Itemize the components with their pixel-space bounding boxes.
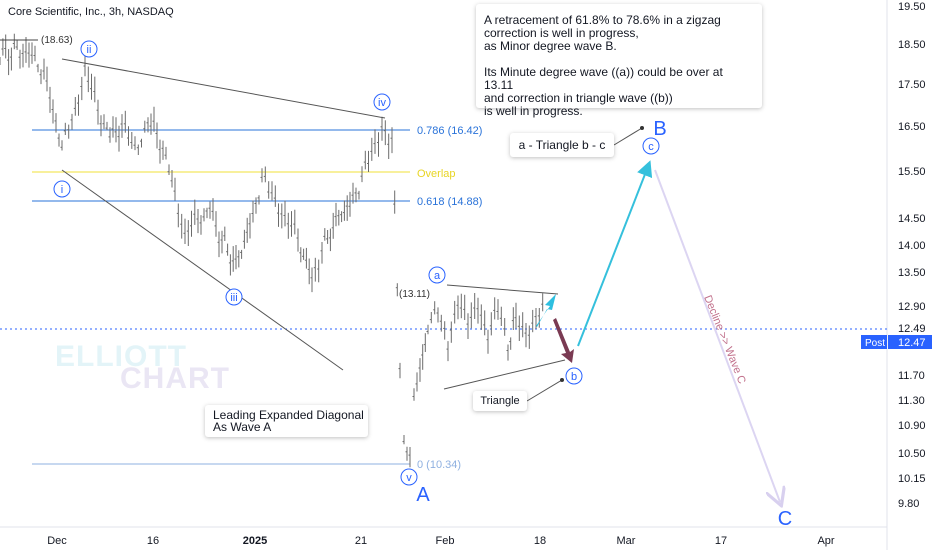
fib-786-label: 0.786 (16.42) <box>417 125 482 137</box>
projection-up-arrow <box>577 160 653 347</box>
analysis-note-p2: Its Minute degree wave ((a)) could be ov… <box>484 65 723 118</box>
time-tick-label: Feb <box>436 535 455 547</box>
triangle-callout[interactable]: a - Triangle b - c <box>510 133 614 157</box>
fib-0-label: 0 (10.34) <box>417 459 461 471</box>
diagonal-label-box[interactable]: Leading Expanded Diagonal As Wave A <box>205 405 368 437</box>
price-tick-label: 13.50 <box>898 267 926 279</box>
price-tick-label: 11.30 <box>898 395 925 407</box>
high-price-label: (18.63) <box>41 35 73 46</box>
projection-down-arrow <box>654 169 780 502</box>
diagonal-upper-line <box>61 58 386 119</box>
price-tick-label: 14.00 <box>898 240 926 252</box>
last-price-label: 12.49 <box>898 323 926 335</box>
fib-levels <box>32 129 410 465</box>
triangle-down-arrow <box>553 318 574 363</box>
wave-label: B <box>653 118 666 140</box>
analysis-note-p1: A retracement of 61.8% to 78.6% in a zig… <box>484 13 721 53</box>
wave-label: a <box>434 270 441 282</box>
price-tick-label: 14.50 <box>898 213 926 225</box>
candles <box>0 33 544 468</box>
wave-a-price-label: (13.11) <box>399 289 430 300</box>
price-tick-label: 9.80 <box>898 498 919 510</box>
price-tick-label: 10.50 <box>898 448 926 460</box>
wave-label-circle <box>565 367 583 385</box>
time-axis: Dec 16 2025 21 Feb 18 Mar 17 Apr <box>47 535 835 547</box>
triangle-upper-line <box>446 284 559 295</box>
time-tick-label: 16 <box>147 535 159 547</box>
analysis-note[interactable]: A retracement of 61.8% to 78.6% in a zig… <box>476 4 762 118</box>
callout-pointer-upper <box>613 126 644 146</box>
price-tick-label: 18.50 <box>898 39 926 51</box>
price-tick-label: 11.70 <box>898 370 925 382</box>
overlap-label: Overlap <box>417 168 456 180</box>
wave-label-circle <box>53 180 71 198</box>
triangle-label-box[interactable]: Triangle <box>473 391 527 411</box>
wave-label: c <box>648 141 654 153</box>
time-tick-label: Mar <box>617 535 636 547</box>
fib-618-label: 0.618 (14.88) <box>417 196 482 208</box>
time-tick-label: 18 <box>534 535 546 547</box>
wave-label-circle <box>400 468 418 486</box>
price-tick-label: 10.90 <box>898 420 926 432</box>
wave-label-circle <box>225 288 243 306</box>
post-badge <box>861 335 887 349</box>
wave-label-circle <box>80 40 98 58</box>
wave-label-circle <box>428 266 446 284</box>
time-tick-label: Dec <box>47 535 67 547</box>
watermark-line1: ELLIOTT <box>55 340 187 373</box>
post-badge-label: Post <box>865 338 885 349</box>
time-tick-label: 17 <box>715 535 727 547</box>
triangle-lower-line <box>443 359 566 390</box>
wave-label-circle <box>373 93 391 111</box>
wave-label: ii <box>87 44 92 56</box>
wave-label: b <box>571 371 577 383</box>
price-tick-label: 16.50 <box>898 121 926 133</box>
time-tick-label: 2025 <box>243 535 267 547</box>
trend-lines <box>0 39 644 402</box>
time-tick-label: Apr <box>817 535 834 547</box>
price-tick-label: 10.15 <box>898 473 926 485</box>
watermark-line2: CHART <box>120 362 230 395</box>
post-price-label: 12.47 <box>898 337 926 349</box>
wave-label: v <box>406 472 412 484</box>
wave-label: i <box>61 184 63 196</box>
time-tick-label: 21 <box>355 535 367 547</box>
price-tick-label: 15.50 <box>898 166 926 178</box>
price-tick-label: 19.50 <box>898 1 926 13</box>
diagonal-lower-line <box>61 169 344 371</box>
price-tick-label: 12.90 <box>898 301 926 313</box>
post-price-badge <box>888 335 932 349</box>
wave-label: iii <box>230 292 237 304</box>
projection-label: Decline >> Wave C <box>701 294 747 386</box>
wave-label: A <box>416 484 430 506</box>
wave-label: C <box>778 508 792 530</box>
price-tick-label: 17.50 <box>898 79 926 91</box>
callout-pointer-lower <box>526 378 564 402</box>
chart-title: Core Scientific, Inc., 3h, NASDAQ <box>8 6 174 18</box>
triangle-up-arrow <box>536 294 556 327</box>
wave-label-circle <box>642 137 660 155</box>
wave-label: iv <box>378 97 386 109</box>
price-axis: 19.50 18.50 17.50 16.50 15.50 14.50 14.00 13.50… <box>898 1 926 510</box>
